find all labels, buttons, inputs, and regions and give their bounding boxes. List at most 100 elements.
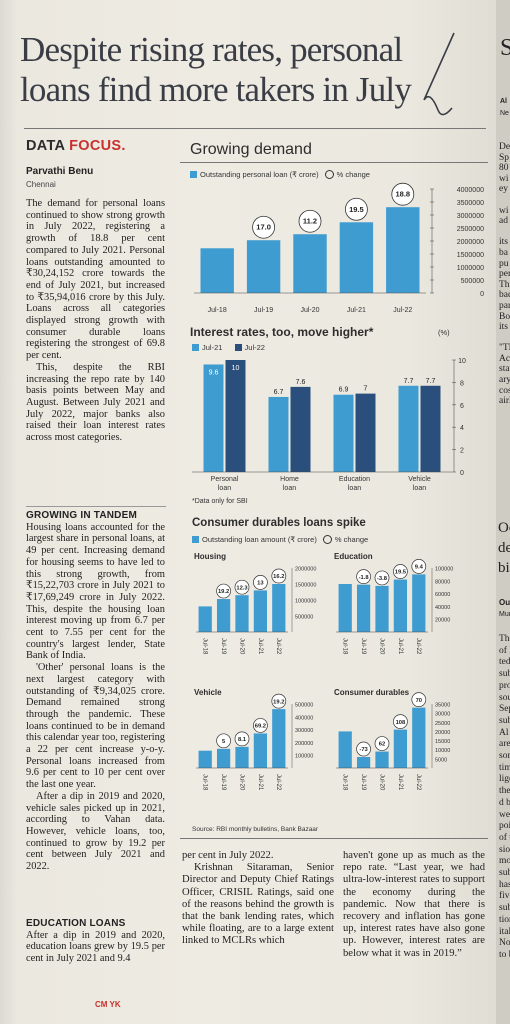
x-tick-label: Jul-22 [275,638,281,655]
x-tick-label: Home [280,476,299,483]
byline-author: Parvathi Benu [26,166,94,177]
y-tick-label: 15000 [435,739,450,745]
right-page-line: subn [499,715,510,726]
right-page-line: Bo [499,311,510,322]
right-page-line: week [499,809,510,820]
right-page-line: stat [499,364,510,375]
paragraph: The demand for personal loans continued … [26,198,165,362]
right-page-line: par [499,300,510,311]
chart4-education: Education 20000 40000 60000 80000 100000 Jul-1… [334,552,453,655]
pen-mark-decoration [423,32,455,116]
right-page-line: subm [499,903,510,914]
right-page-heading-line: bic [498,560,510,576]
bar [216,599,231,632]
bar [393,579,408,632]
pct-change-label: 19.5 [395,570,407,576]
x-tick-label: Jul-21 [257,774,263,791]
paragraph: This, despite the RBI increasing the rep… [26,361,165,444]
pct-change-ring [391,182,415,206]
legend-swatch-jul21 [192,344,199,351]
right-page-line: ted t [499,657,510,668]
bar [235,595,249,632]
paragraph: Krishnan Sitaraman, Senior Director and … [182,862,334,947]
paragraph: After a dip in 2019 and 2020, education … [26,929,165,965]
pct-change-ring [234,579,250,595]
chart1-legend: Outstanding personal loan (₹ crore) % cha… [190,170,370,179]
x-tick-label: Jul-19 [220,774,226,791]
page-gutter [496,0,510,1024]
right-page-line: are s [499,739,510,750]
pct-change-ring [253,575,268,590]
right-page-line: subn [499,669,510,680]
x-tick-label: Jul-22 [415,774,421,791]
chart2-title: Interest rates, too, move higher* [190,325,374,339]
x-tick-label: Jul-20 [238,638,244,655]
y-tick-label: 1500000 [295,583,316,589]
chart2-footnote: *Data only for SBI [192,498,248,505]
pct-change-label: 17.0 [256,223,271,232]
x-tick-label: loan [348,485,361,492]
right-page-line: of Re [499,645,510,656]
bar [290,386,311,472]
x-tick-label: Personal [211,476,239,483]
subhead-growing-in-tandem: GROWING IN TANDEM [26,510,137,521]
x-tick-label: Jul-18 [342,638,348,655]
chart3-housing: Housing 500000 1000000 1500000 2000000 Jul-18… [194,552,316,655]
right-page-line: point [499,821,510,832]
right-page-line: the [499,786,510,797]
panel-title: Vehicle [194,688,222,697]
legend-swatch-jul22 [234,344,242,351]
pct-change-label: -73 [359,747,368,753]
right-page-line: sions [499,844,510,855]
pct-change-label: 16.2 [273,574,284,580]
pct-change-label: 5 [222,739,226,745]
right-page-line: five t [499,891,510,902]
y-tick-label: 20000 [435,618,450,624]
right-page-line [499,333,510,344]
data-label: 7 [364,386,368,393]
bar [216,748,231,768]
chart-source: Source: RBI monthly bulletins, Bank Baza… [192,826,319,833]
bar [268,396,289,472]
x-tick-label: loan [283,485,296,492]
legend-swatch-bar [192,536,199,543]
pct-change-label: 13 [257,581,264,587]
right-page-line: per [499,269,510,280]
bar [200,248,234,293]
y-tick-label: 200000 [295,741,313,747]
chart5-vehicle: Vehicle 100000 200000 300000 400000 500000 Jul… [194,688,313,791]
bar [225,360,246,472]
right-page-author: Our [499,598,510,607]
right-page-line: ligen [499,774,510,785]
x-tick-label: Jul-21 [257,638,263,655]
data-label: 7.6 [296,379,306,386]
x-tick-label: Jul-22 [415,638,421,655]
bar [253,733,268,768]
right-page-line: bac [499,290,510,301]
bar [412,574,426,632]
pct-change-label: -3.8 [377,576,388,582]
bar [272,709,286,768]
right-page-line: Nove [499,938,510,949]
right-page-glyph: S [500,35,510,61]
data-focus-kicker: DATA FOCUS. [26,138,126,154]
headline-line-2: loans find more takers in July [20,70,412,109]
right-page-line: to be [499,949,510,960]
right-page-line: Al [499,727,509,738]
x-tick-label: Jul-21 [397,638,403,655]
chart-bottom-rule [180,838,488,839]
y-tick-label: 10 [458,358,466,365]
x-tick-label: Jul-20 [378,774,384,791]
chart1-growing-demand: 0 500000 1000000 1500000 2000000 2500000 30000… [194,182,484,314]
pct-change-ring [298,209,322,233]
right-page-line: ary [499,375,510,386]
right-page-place: Mum [499,611,510,618]
y-tick-label: 0 [460,470,464,477]
data-label: 7.7 [426,378,436,385]
right-page-line: subm [499,868,510,879]
y-tick-label: 25000 [435,721,450,727]
right-page-heading-line: Oc [498,520,510,536]
x-tick-label: Jul-20 [378,638,384,655]
panel-title: Housing [194,552,226,561]
paragraph: 'Other' personal loans is the next large… [26,662,165,791]
